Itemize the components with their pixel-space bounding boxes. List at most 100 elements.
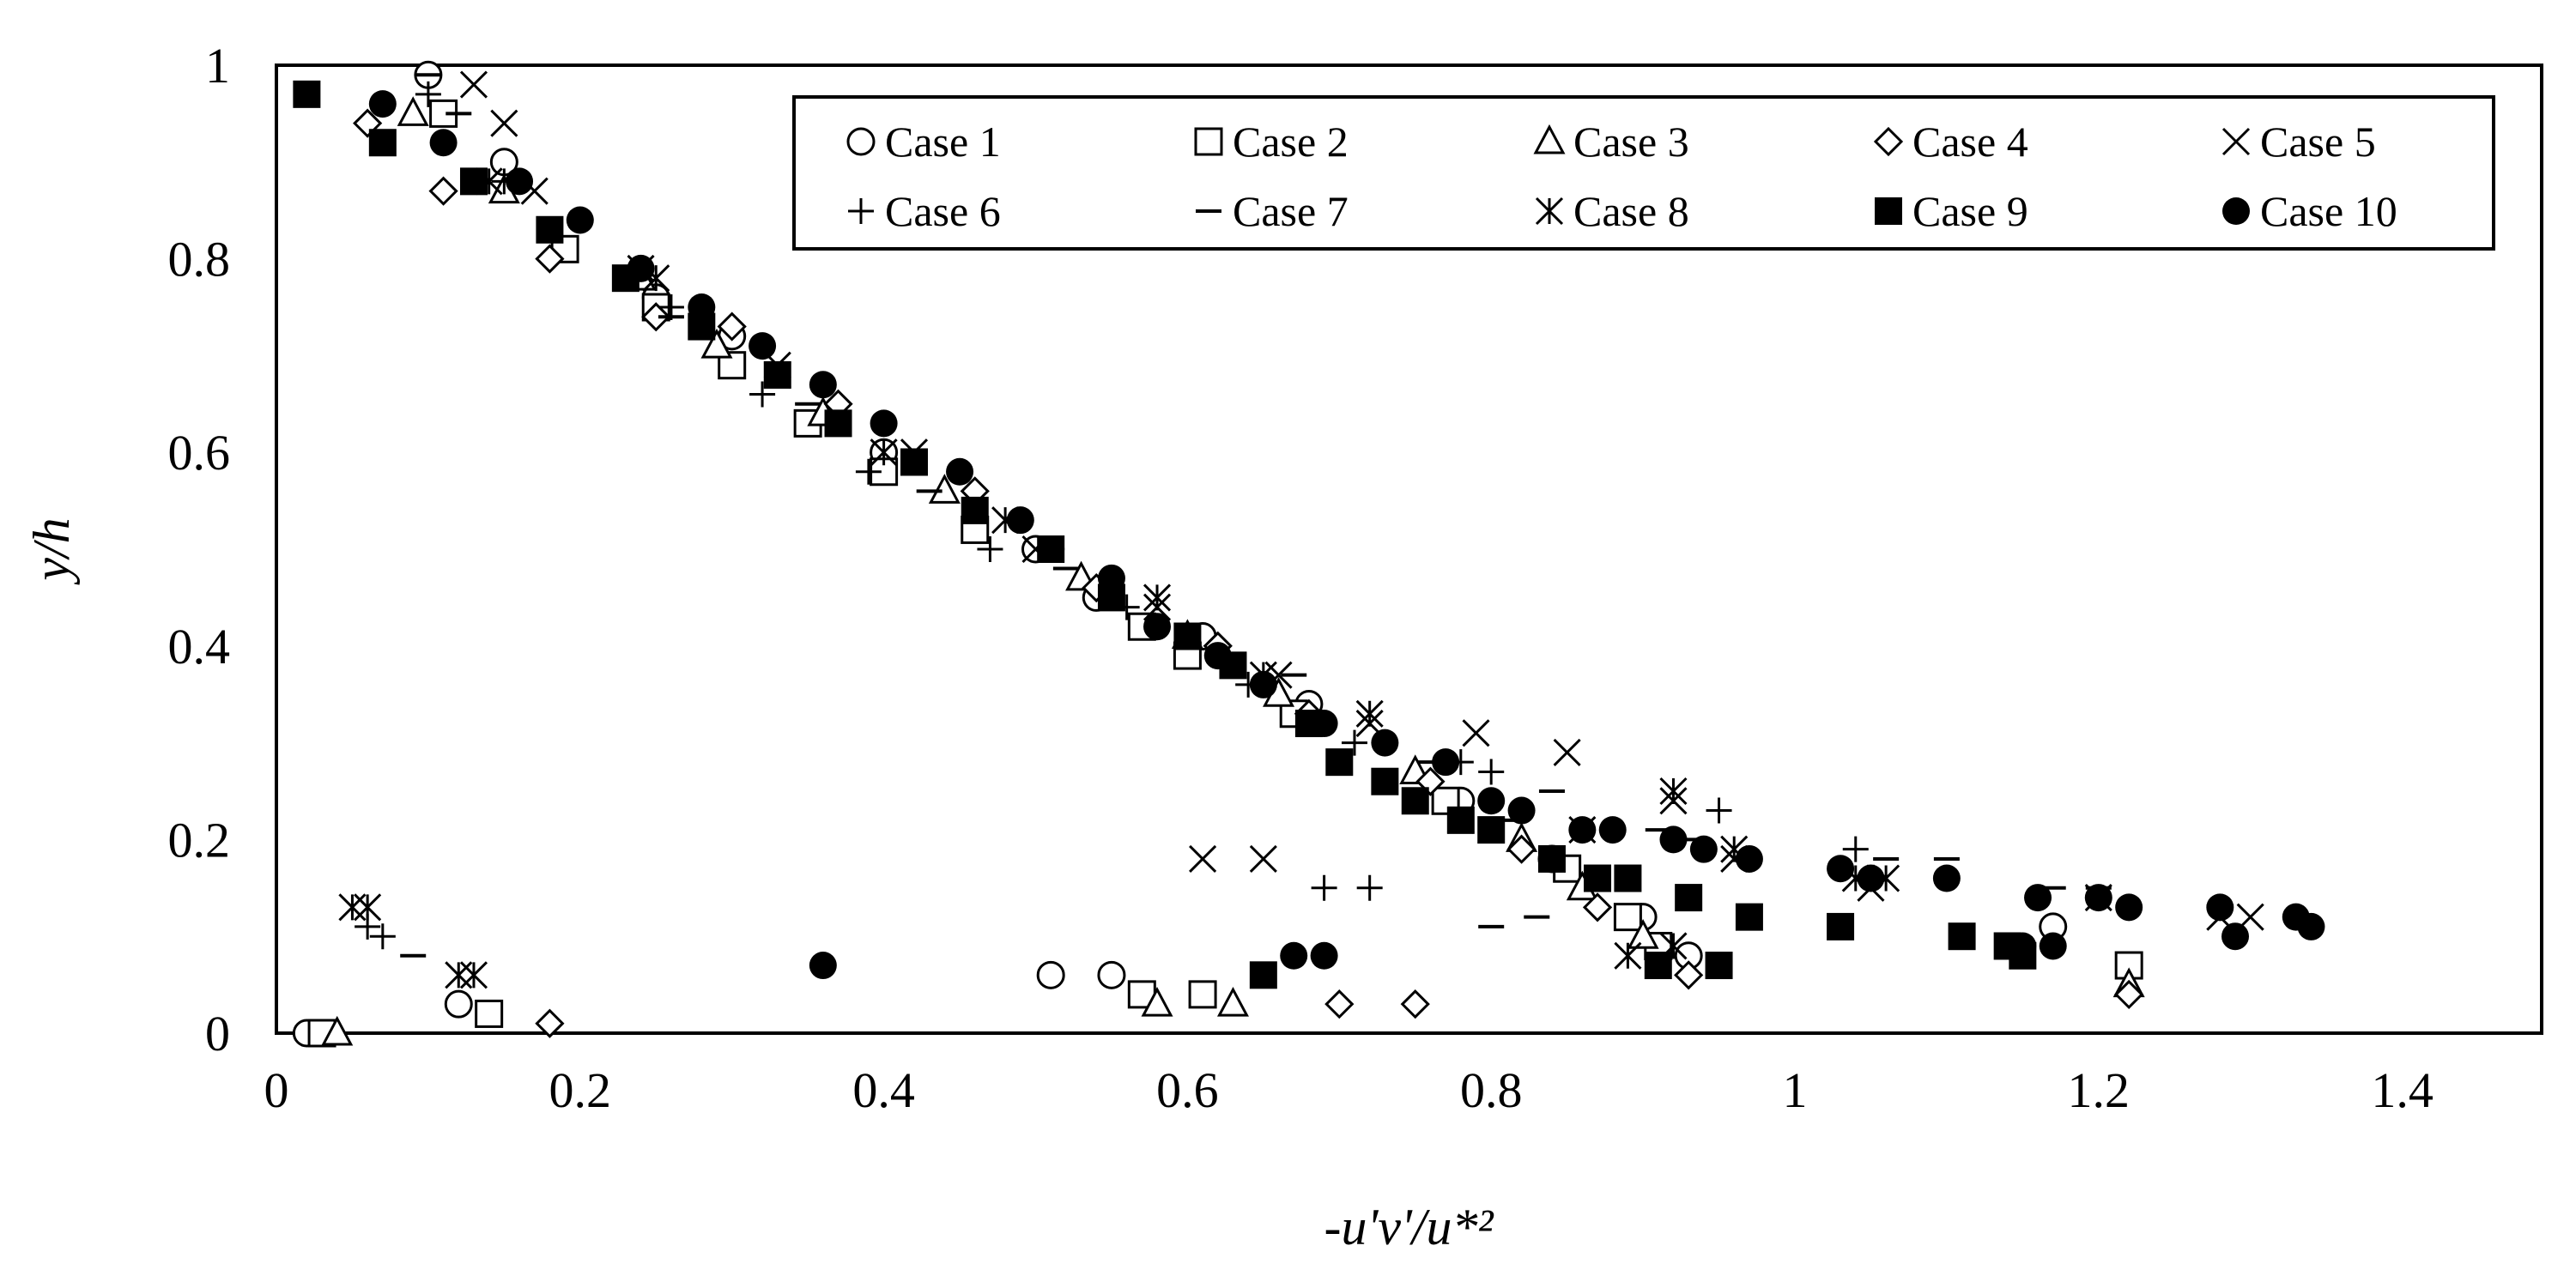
data-point xyxy=(1507,796,1536,825)
legend-label: Case 9 xyxy=(1912,187,2028,235)
x-axis-title: -u'v'/u*² xyxy=(1324,1199,1494,1255)
data-point xyxy=(749,332,777,360)
data-point xyxy=(1280,941,1308,970)
data-point xyxy=(1675,884,1703,912)
data-point xyxy=(2221,922,2250,951)
legend-item: Case 9 xyxy=(1875,187,2028,235)
data-point xyxy=(1400,989,1430,1019)
data-point xyxy=(1553,738,1581,766)
data-point xyxy=(1356,874,1383,901)
data-point xyxy=(2009,932,2037,960)
data-point xyxy=(1477,816,1506,844)
y-tick-label: 0.8 xyxy=(168,232,231,287)
data-point xyxy=(566,206,594,234)
data-point xyxy=(354,893,382,922)
legend-item: Case 4 xyxy=(1873,118,2028,166)
data-point xyxy=(1249,670,1277,698)
data-point xyxy=(1827,912,1855,940)
x-tick-label: 0.8 xyxy=(1460,1062,1523,1118)
data-point xyxy=(1477,787,1506,815)
data-point xyxy=(415,81,441,107)
data-point xyxy=(1143,613,1172,641)
data-point xyxy=(1827,855,1855,883)
data-point xyxy=(2084,884,2112,912)
data-point xyxy=(717,311,747,342)
data-point xyxy=(1613,903,1642,932)
legend-item: Case 2 xyxy=(1194,118,1349,166)
data-point xyxy=(368,129,397,157)
data-point xyxy=(700,328,733,359)
legend-label: Case 6 xyxy=(885,187,1001,235)
x-tick-label: 1.2 xyxy=(2068,1062,2131,1118)
data-point xyxy=(763,360,791,389)
data-point xyxy=(1341,729,1367,756)
y-tick-label: 0.6 xyxy=(168,425,231,481)
data-point xyxy=(2115,893,2143,922)
data-point xyxy=(1355,699,1384,728)
data-point xyxy=(2114,951,2143,980)
data-point xyxy=(1141,986,1173,1017)
data-point xyxy=(641,302,671,332)
data-point xyxy=(627,254,655,282)
data-point xyxy=(535,244,565,274)
data-point xyxy=(1705,952,1733,980)
data-point xyxy=(1568,816,1597,844)
series-case-10 xyxy=(368,90,2325,980)
data-point xyxy=(1735,903,1763,931)
data-point xyxy=(1173,622,1202,650)
legend-marker xyxy=(846,127,876,156)
data-point xyxy=(1582,892,1613,922)
data-point xyxy=(1478,759,1505,785)
plot-frame xyxy=(275,63,2543,1035)
legend-label: Case 3 xyxy=(1573,118,1689,166)
series-case-9 xyxy=(293,80,2037,989)
x-tick-label: 1 xyxy=(1783,1062,1808,1118)
legend-box xyxy=(792,95,2495,251)
data-point xyxy=(1006,506,1034,535)
data-point xyxy=(749,381,776,408)
legend-marker xyxy=(1194,127,1223,156)
data-point xyxy=(961,496,989,524)
data-point xyxy=(1143,584,1172,612)
data-point xyxy=(2039,932,2067,960)
data-point xyxy=(475,999,504,1028)
data-point xyxy=(824,409,852,438)
data-point xyxy=(1371,767,1399,795)
data-point xyxy=(1036,960,1065,989)
data-point xyxy=(870,438,898,467)
data-point xyxy=(1735,844,1763,873)
x-tick-label: 0.2 xyxy=(549,1062,612,1118)
data-point xyxy=(397,96,429,126)
data-point xyxy=(1537,844,1566,873)
data-point xyxy=(1324,989,1355,1019)
x-tick-label: 1.4 xyxy=(2371,1062,2434,1118)
y-axis-ticks: 0 0.2 0.4 0.6 0.8 1 xyxy=(168,38,231,1061)
data-point xyxy=(1506,834,1537,864)
y-tick-label: 0.2 xyxy=(168,812,231,868)
data-point xyxy=(1689,835,1718,863)
data-point xyxy=(1644,952,1672,980)
data-markers xyxy=(292,60,2325,1048)
legend-label: Case 8 xyxy=(1573,187,1689,235)
data-point xyxy=(2297,912,2325,940)
legend-item: Case 5 xyxy=(2221,118,2376,166)
legend-item: Case 10 xyxy=(2222,187,2397,235)
legend-items: Case 1 Case 2 Case 3 Case 4 Case 5 Case 6 Case… xyxy=(846,118,2397,235)
legend-item: Case 1 xyxy=(846,118,1001,166)
legend-marker xyxy=(848,198,874,224)
data-point xyxy=(1706,797,1732,824)
legend-label: Case 10 xyxy=(2260,187,2397,235)
legend-item: Case 3 xyxy=(1533,118,1689,166)
data-point xyxy=(459,961,488,989)
data-point xyxy=(1311,874,1337,901)
data-point xyxy=(1432,748,1460,777)
data-point xyxy=(429,99,458,128)
legend-marker xyxy=(1875,197,1902,225)
data-point xyxy=(368,90,397,118)
data-point xyxy=(2206,893,2234,922)
legend-item: Case 8 xyxy=(1535,187,1689,235)
series-case-4 xyxy=(353,108,2144,1038)
legend-item: Case 7 xyxy=(1196,187,1349,235)
data-point xyxy=(338,893,367,922)
data-point xyxy=(459,70,488,99)
